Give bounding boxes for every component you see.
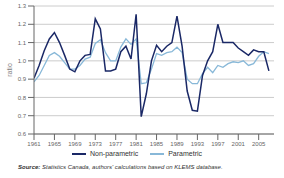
svg-text:0.7: 0.7 xyxy=(18,113,27,119)
svg-text:1.1: 1.1 xyxy=(18,40,27,46)
svg-text:1.0: 1.0 xyxy=(18,58,27,64)
html-text:Non-parametric: Non-parametric xyxy=(90,150,139,157)
svg-text:1977: 1977 xyxy=(109,141,123,147)
svg-text:1961: 1961 xyxy=(27,141,41,147)
svg-text:1981: 1981 xyxy=(129,141,143,147)
svg-text:1985: 1985 xyxy=(150,141,164,147)
svg-text:2005: 2005 xyxy=(252,141,266,147)
html-text:Parametric: Parametric xyxy=(168,150,202,157)
svg-text:2001: 2001 xyxy=(232,141,246,147)
svg-text:0.9: 0.9 xyxy=(18,76,27,82)
svg-text:ratio: ratio xyxy=(8,63,13,77)
svg-text:1.2: 1.2 xyxy=(18,21,27,27)
svg-text:0.8: 0.8 xyxy=(18,95,27,101)
svg-text:1993: 1993 xyxy=(191,141,205,147)
svg-text:1989: 1989 xyxy=(170,141,184,147)
svg-text:1997: 1997 xyxy=(211,141,225,147)
svg-text:0.6: 0.6 xyxy=(18,131,27,137)
svg-text:1965: 1965 xyxy=(48,141,62,147)
html-text:Source: Statistics Canada, aut: Source: Statistics Canada, authors' calc… xyxy=(18,164,223,170)
svg-text:1973: 1973 xyxy=(89,141,103,147)
svg-text:1.3: 1.3 xyxy=(18,3,27,9)
svg-text:1969: 1969 xyxy=(68,141,82,147)
